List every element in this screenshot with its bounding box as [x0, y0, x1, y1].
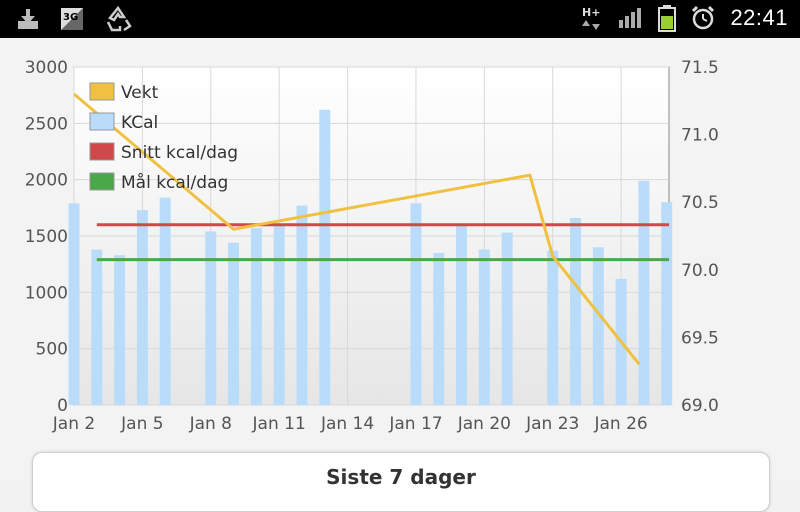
kcal-bar [136, 210, 148, 405]
kcal-bar [296, 205, 308, 405]
kcal-bar [91, 249, 103, 405]
kcal-bar [501, 232, 513, 405]
x-tick-label: Jan 5 [120, 414, 163, 434]
y-right-tick-label: 71.5 [681, 58, 719, 78]
axes: 0 500 1000 1500 2000 2500 3000 69.0 69.5 70.0 70.5… [25, 58, 719, 434]
legend-swatch [89, 82, 115, 101]
x-tick-label: Jan 14 [320, 414, 374, 434]
y-left-tick-label: 1500 [25, 227, 68, 247]
kcal-bar [547, 250, 559, 405]
legend-swatch [89, 112, 115, 131]
alarm-icon [692, 5, 715, 30]
kcal-bar [114, 255, 126, 405]
legend-swatch [89, 172, 115, 191]
kcal-bar [478, 249, 490, 405]
y-right-tick-label: 70.0 [681, 261, 719, 281]
sim-3g-icon: 3G [61, 8, 83, 30]
download-icon [18, 9, 38, 29]
legend-label: Mål kcal/dag [121, 172, 228, 193]
y-right-tick-label: 69.5 [681, 328, 719, 348]
y-left-tick-label: 2000 [25, 171, 68, 191]
kcal-bar [68, 203, 80, 405]
kcal-bar [570, 217, 582, 405]
clock-time: 22:41 [730, 5, 788, 30]
y-right-tick-label: 70.5 [681, 193, 719, 213]
status-bar: 3G H+ 22:4 [0, 0, 800, 38]
x-tick-label: Jan 23 [525, 414, 579, 434]
weight-line [73, 92, 641, 366]
summary-title: Siste 7 dager [326, 465, 476, 489]
kcal-bar [205, 231, 217, 405]
x-tick-label: Jan 11 [252, 414, 306, 434]
x-tick-label: Jan 2 [52, 414, 95, 434]
legend: Vekt KCal Snitt kcal/dag Mål kcal/dag [89, 82, 238, 193]
y-left-tick-label: 500 [36, 340, 68, 360]
y-left-tick-label: 1000 [25, 283, 68, 303]
kcal-bar [250, 228, 262, 405]
weight-line-path [73, 92, 641, 366]
legend-label: Vekt [121, 83, 159, 103]
kcal-bar [273, 224, 285, 405]
legend-label: KCal [121, 113, 158, 133]
recycle-icon [106, 6, 132, 32]
y-left-tick-label: 2500 [25, 114, 68, 134]
kcal-bar [592, 247, 604, 405]
weight-kcal-chart[interactable]: 0 500 1000 1500 2000 2500 3000 69.0 69.5 70.0 70.5… [0, 38, 800, 448]
y-right-tick-label: 71.0 [681, 126, 719, 146]
summary-card[interactable]: Siste 7 dager [32, 452, 770, 512]
legend-swatch [89, 142, 115, 161]
x-tick-label: Jan 8 [189, 414, 232, 434]
data-type-label: H+ [582, 6, 600, 19]
kcal-bar [228, 242, 240, 405]
x-tick-label: Jan 20 [457, 414, 511, 434]
kcal-bar [638, 180, 650, 405]
y-right-tick-label: 69.0 [681, 396, 719, 416]
x-tick-label: Jan 26 [594, 414, 648, 434]
x-tick-label: Jan 17 [388, 414, 442, 434]
network-type-label: 3G [63, 12, 78, 23]
signal-icon [619, 8, 642, 28]
app-screen: 0 500 1000 1500 2000 2500 3000 69.0 69.5 70.0 70.5… [0, 38, 800, 512]
kcal-bar [410, 203, 422, 405]
kcal-bar [159, 197, 171, 405]
battery-icon [658, 5, 677, 32]
kcal-bars [68, 109, 673, 406]
y-left-tick-label: 0 [57, 396, 68, 416]
kcal-bar [456, 224, 468, 405]
legend-label: Snitt kcal/dag [121, 143, 238, 163]
kcal-bar [661, 202, 673, 405]
y-left-tick-label: 3000 [25, 58, 68, 78]
hplus-data-icon: H+ [582, 6, 601, 30]
kcal-bar [319, 109, 331, 406]
kcal-bar [433, 252, 445, 405]
reference-lines [96, 223, 669, 262]
